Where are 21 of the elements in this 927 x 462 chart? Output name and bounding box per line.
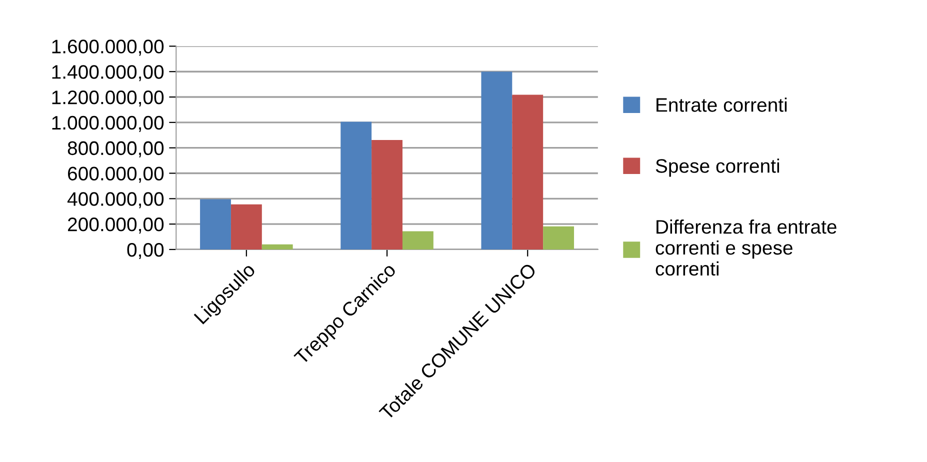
bar xyxy=(200,199,231,250)
y-tick-label: 200.000,00 xyxy=(68,218,164,234)
bar xyxy=(230,204,262,250)
bar xyxy=(402,231,434,250)
bar xyxy=(512,94,544,250)
bar xyxy=(372,140,402,250)
legend-label: Entrate correnti xyxy=(656,98,787,112)
y-tick-label: 1.400.000,00 xyxy=(52,65,164,82)
y-tick-label: 800.000,00 xyxy=(68,141,164,158)
bar xyxy=(543,226,574,250)
y-tick-label: 0,00 xyxy=(127,242,164,260)
legend-label: Differenza fra entrate correnti e spese correnti xyxy=(656,219,836,276)
bar xyxy=(481,72,512,250)
bar xyxy=(262,244,293,250)
y-tick-label: 600.000,00 xyxy=(68,166,164,183)
y-tick-label: 1.000.000,00 xyxy=(52,116,164,132)
bar xyxy=(340,122,372,250)
y-tick-label: 1.200.000,00 xyxy=(52,90,164,107)
y-tick-label: 1.600.000,00 xyxy=(52,40,164,56)
y-tick-label: 400.000,00 xyxy=(67,192,164,208)
legend-label: Spese correnti xyxy=(656,158,780,177)
